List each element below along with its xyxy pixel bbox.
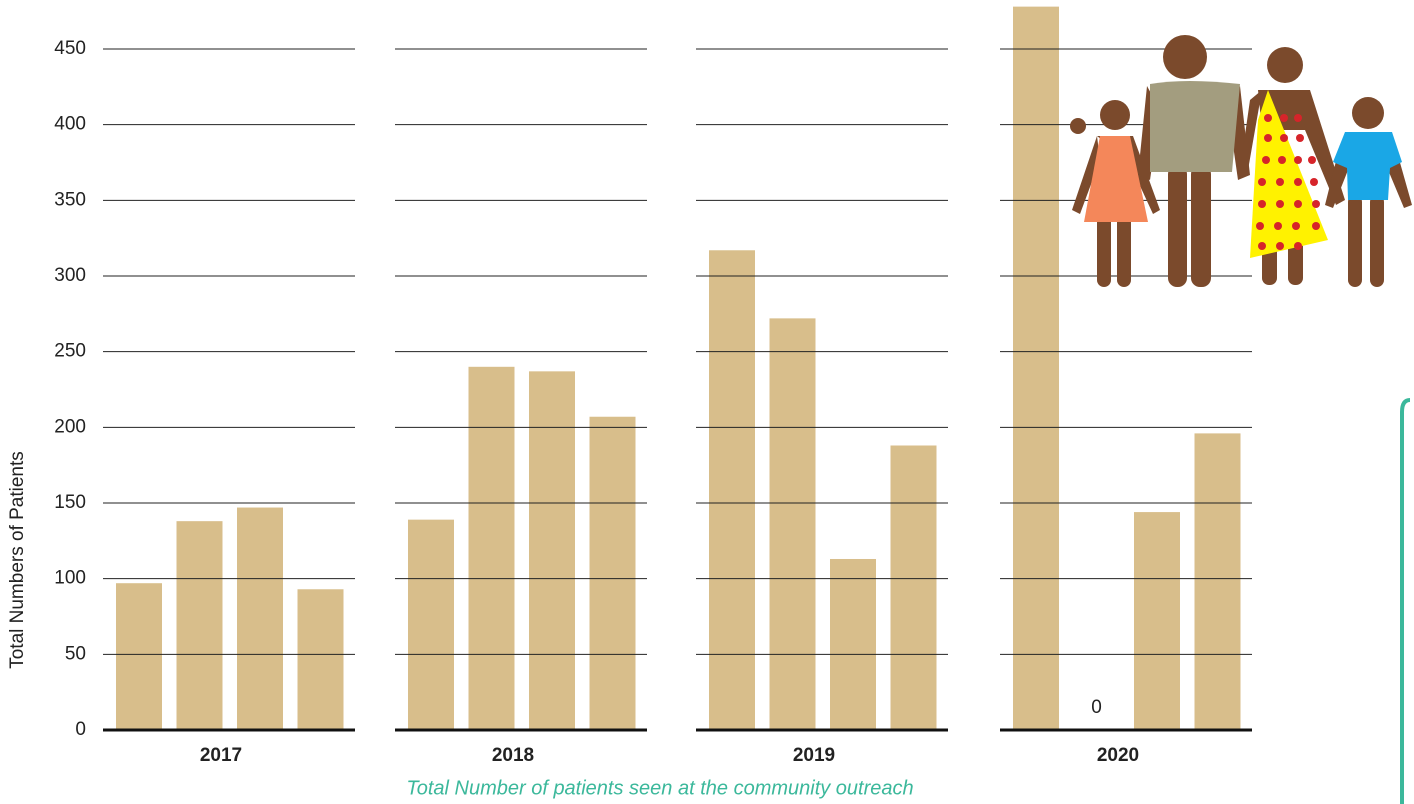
y-tick-label: 300: [54, 265, 86, 286]
bar: [1013, 6, 1059, 731]
y-tick-label: 350: [54, 189, 86, 210]
bar: [116, 583, 162, 730]
bar: [890, 445, 937, 730]
y-tick-label: 0: [75, 719, 86, 740]
y-axis-title: Total Numbers of Patients: [7, 451, 28, 669]
bar: [1134, 512, 1180, 730]
bar: [830, 558, 876, 730]
bar: [769, 318, 816, 730]
bar: [176, 521, 223, 730]
y-tick-label: 400: [54, 114, 86, 135]
data-label: 0: [1091, 697, 1102, 718]
bar: [237, 507, 283, 730]
y-tick-label: 50: [65, 643, 86, 664]
y-tick-label: 100: [54, 568, 86, 589]
bar: [709, 250, 755, 731]
y-tick-label: 200: [54, 416, 86, 437]
bar: [1194, 433, 1241, 730]
bar: [589, 416, 636, 730]
bar: [529, 371, 575, 730]
bar: [468, 366, 515, 730]
side-border: [1400, 398, 1411, 804]
bar: [297, 589, 344, 730]
bar: [408, 519, 454, 730]
family-illustration: [1070, 35, 1412, 287]
y-tick-label: 150: [54, 492, 86, 513]
x-tick-label: 2018: [492, 745, 534, 766]
x-tick-label: 2020: [1097, 745, 1139, 766]
caption: Total Number of patients seen at the com…: [406, 777, 913, 799]
x-tick-label: 2019: [793, 745, 835, 766]
y-tick-label: 250: [54, 341, 86, 362]
x-tick-label: 2017: [200, 745, 242, 766]
y-tick-label: 450: [54, 38, 86, 59]
